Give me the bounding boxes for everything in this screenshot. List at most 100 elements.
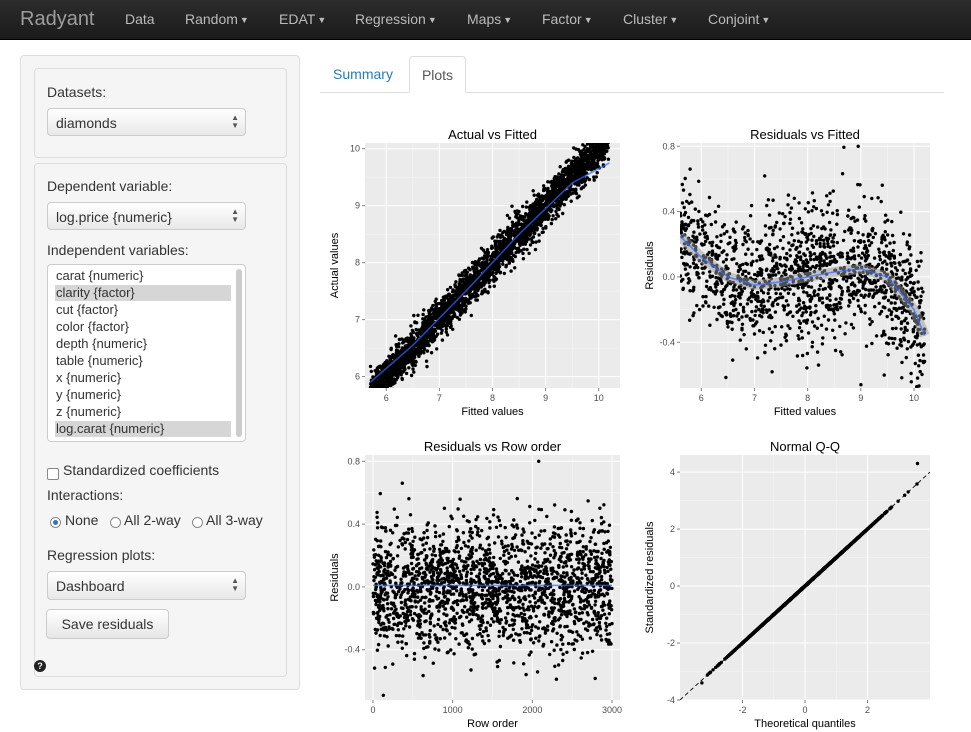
data-point <box>707 287 711 291</box>
data-point <box>601 131 604 134</box>
nav-random[interactable]: Random ▼ <box>185 11 249 27</box>
data-point <box>493 242 498 247</box>
data-point <box>391 353 395 357</box>
data-point <box>553 182 557 186</box>
data-point <box>797 337 801 341</box>
nav-conjoint[interactable]: Conjoint ▼ <box>708 11 771 27</box>
data-point <box>482 275 486 280</box>
nav-regression[interactable]: Regression ▼ <box>355 11 437 27</box>
data-point <box>565 159 569 163</box>
nav-maps[interactable]: Maps ▼ <box>467 11 513 27</box>
nav-data[interactable]: Data <box>125 11 155 27</box>
select-arrows-icon: ▲ ▼ <box>231 576 239 593</box>
data-point <box>591 137 594 140</box>
data-point <box>921 290 925 294</box>
radio-all-3-way[interactable] <box>192 517 203 528</box>
independent-option[interactable]: color {factor} <box>56 319 129 334</box>
nav-edat[interactable]: EDAT ▼ <box>279 11 327 27</box>
data-point <box>374 408 377 411</box>
data-point <box>814 206 819 211</box>
data-point <box>469 277 473 281</box>
independent-option[interactable]: z {numeric} <box>56 404 122 419</box>
data-point <box>899 392 902 395</box>
data-point <box>425 349 430 353</box>
independent-listbox[interactable]: carat {numeric} clarity {factor} cut {fact… <box>47 264 246 442</box>
data-point <box>545 199 549 203</box>
tab-plots[interactable]: Plots <box>409 56 466 93</box>
nav-cluster[interactable]: Cluster ▼ <box>623 11 679 27</box>
data-point <box>822 252 827 256</box>
data-point <box>705 279 709 283</box>
independent-option[interactable]: clarity {factor} <box>55 285 231 301</box>
independent-option[interactable]: x {numeric} <box>56 370 122 385</box>
data-point <box>559 197 563 201</box>
data-point <box>372 568 377 572</box>
data-point <box>569 199 573 203</box>
independent-option[interactable]: carat {numeric} <box>56 268 144 283</box>
data-point <box>680 230 683 234</box>
independent-option[interactable]: log.carat {numeric} <box>55 421 231 437</box>
data-point <box>813 266 818 270</box>
data-point <box>828 199 832 204</box>
data-point <box>816 316 820 321</box>
data-point <box>491 254 495 259</box>
data-point <box>504 254 509 259</box>
data-point <box>383 384 387 388</box>
data-point <box>726 266 730 271</box>
data-point <box>371 405 374 408</box>
data-point <box>701 220 705 224</box>
data-point <box>373 392 376 395</box>
save-residuals-button[interactable]: Save residuals <box>46 609 169 639</box>
dataset-select[interactable]: diamonds ▲ ▼ <box>47 108 246 136</box>
plots-select[interactable]: Dashboard ▲ ▼ <box>47 571 246 600</box>
radio-none[interactable] <box>50 517 61 528</box>
help-icon[interactable]: ? <box>34 660 46 672</box>
data-point <box>849 248 853 253</box>
data-point <box>456 288 461 292</box>
independent-option[interactable]: cut {factor} <box>56 302 119 317</box>
standardized-checkbox[interactable] <box>47 468 59 480</box>
x-tick-label: 1000 <box>443 705 463 715</box>
data-point <box>680 211 682 215</box>
radio-all-2-way[interactable] <box>110 517 121 528</box>
data-point <box>835 212 840 217</box>
data-point <box>788 210 792 215</box>
brand-logo[interactable]: Radyant <box>20 8 95 30</box>
data-point <box>441 295 446 299</box>
data-point <box>863 311 867 315</box>
dependent-select[interactable]: log.price {numeric} ▲ ▼ <box>47 202 246 230</box>
independent-option[interactable]: table {numeric} <box>56 353 143 368</box>
data-point <box>827 220 832 225</box>
data-point <box>684 227 688 231</box>
data-point <box>890 219 894 224</box>
tab-summary[interactable]: Summary <box>333 66 393 82</box>
data-point <box>784 299 789 303</box>
data-point <box>387 387 389 388</box>
data-point <box>902 319 907 323</box>
data-point <box>864 246 869 250</box>
data-point <box>811 224 816 228</box>
data-point <box>429 321 433 325</box>
data-point <box>513 254 517 259</box>
data-point <box>702 242 706 247</box>
data-point <box>905 243 909 247</box>
listbox-scrollbar[interactable] <box>236 269 242 437</box>
data-point <box>902 330 906 335</box>
y-tick-label: -0.4 <box>659 337 675 347</box>
independent-option[interactable]: y {numeric} <box>56 387 122 402</box>
data-point <box>513 266 517 270</box>
data-point <box>872 256 877 260</box>
data-point <box>810 243 814 248</box>
data-point <box>378 398 381 401</box>
data-point <box>485 248 490 252</box>
data-point <box>533 535 537 540</box>
data-point <box>764 233 768 237</box>
nav-factor[interactable]: Factor ▼ <box>542 11 593 27</box>
data-point <box>393 381 397 385</box>
x-tick-label: 9 <box>858 393 863 403</box>
independent-option[interactable]: depth {numeric} <box>56 336 148 351</box>
data-point <box>743 235 747 240</box>
data-point <box>720 293 724 297</box>
data-point <box>573 161 578 166</box>
data-point <box>375 390 378 393</box>
